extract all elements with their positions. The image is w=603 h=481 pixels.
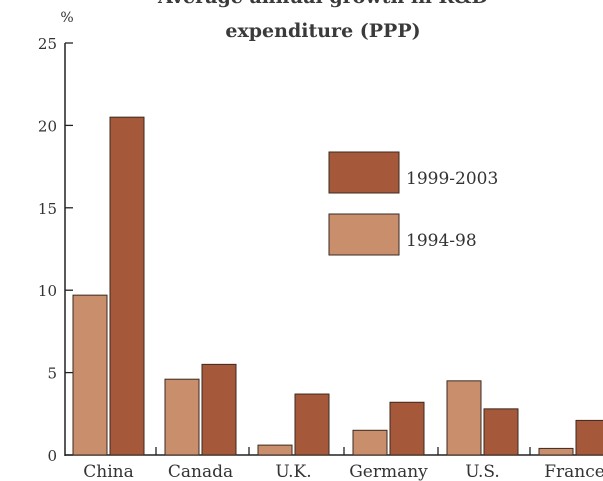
category-label: Germany	[349, 462, 428, 481]
bar-france-1999-2003	[575, 419, 603, 456]
bar-u-s--1999-2003	[483, 408, 519, 456]
bar-germany-1994-98	[352, 429, 388, 456]
category-label: China	[83, 462, 133, 481]
bar-canada-1999-2003	[201, 363, 237, 456]
chart-title-line2: expenditure (PPP)	[225, 20, 420, 42]
legend-swatch-1999-2003	[328, 151, 400, 194]
legend-label-1994-98: 1994-98	[406, 231, 477, 251]
y-tick-label: 25	[38, 35, 57, 53]
bar-series	[72, 116, 603, 456]
bar-canada-1994-98	[164, 378, 200, 456]
chart-title-line1: Average annual growth in R&D	[157, 0, 488, 8]
bar-u-k--1999-2003	[294, 393, 330, 456]
bar-france-1994-98	[538, 447, 574, 456]
legend-label-1999-2003: 1999-2003	[406, 169, 498, 189]
category-label: U.S.	[465, 462, 500, 481]
bar-u-s--1994-98	[446, 380, 482, 456]
y-tick-label: 10	[38, 282, 57, 300]
category-label: U.K.	[275, 462, 311, 481]
bar-germany-1999-2003	[389, 401, 425, 456]
category-label: France	[544, 462, 603, 481]
legend: 1999-2003 1994-98	[328, 151, 498, 256]
legend-swatch-1994-98	[328, 213, 400, 256]
category-labels: China Canada U.K. Germany U.S. France	[83, 447, 603, 481]
y-tick-label: 0	[47, 447, 57, 465]
y-tick-label: 5	[47, 365, 57, 383]
bar-u-k--1994-98	[257, 444, 293, 456]
bar-china-1994-98	[72, 294, 108, 456]
y-axis-unit-label: %	[60, 10, 73, 26]
y-axis-ticks: 0 5 10 15 20 25	[38, 35, 73, 465]
bar-china-1999-2003	[109, 116, 145, 456]
category-label: Canada	[168, 462, 233, 481]
y-tick-label: 20	[38, 117, 57, 135]
y-tick-label: 15	[38, 200, 57, 218]
